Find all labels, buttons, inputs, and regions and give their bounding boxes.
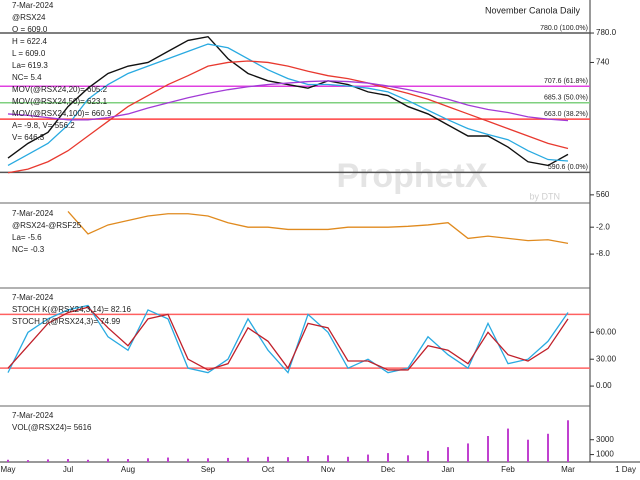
legend-info: NC= -0.3 — [12, 245, 45, 254]
bar — [467, 443, 469, 462]
level-label: 780.0 (100.0%) — [540, 25, 588, 32]
legend-entry: MOV(@RSX24,20)= 605.2 — [12, 85, 108, 94]
watermark: ProphetX — [336, 157, 487, 195]
series-line — [7, 35, 569, 167]
bar — [147, 458, 149, 462]
bar — [547, 433, 549, 462]
bar — [507, 428, 509, 462]
series-line — [7, 80, 569, 122]
legend-entry: MOV(@RSX24,100)= 660.9 — [12, 109, 112, 118]
bar — [227, 457, 229, 462]
legend-entry: MOV(@RSX24,50)= 623.1 — [12, 97, 108, 106]
bar — [207, 458, 209, 462]
legend-info: La= 619.3 — [12, 61, 48, 70]
bar — [447, 447, 449, 462]
series-line — [7, 43, 569, 166]
legend-date: 7-Mar-2024 — [12, 209, 54, 218]
x-tick-label: Sep — [201, 465, 216, 474]
bar — [387, 453, 389, 462]
legend-info: L = 609.0 — [12, 49, 46, 58]
legend-info: H = 622.4 — [12, 37, 47, 46]
legend-info: La= -5.6 — [12, 233, 42, 242]
x-tick-label: Oct — [262, 465, 275, 474]
bar — [287, 457, 289, 462]
level-label: 663.0 (38.2%) — [544, 111, 588, 118]
y-tick-label: 30.00 — [596, 354, 617, 363]
x-tick-label: Mar — [561, 465, 575, 474]
y-tick-label: 780.0 — [596, 28, 617, 37]
bar — [247, 457, 249, 462]
x-tick-label: May — [0, 465, 15, 474]
legend-note: A= -9.8, V= 556.2 — [12, 121, 75, 130]
y-tick-label: 560 — [596, 190, 610, 199]
legend-entry: @RSX24 — [12, 13, 46, 22]
bar — [47, 459, 49, 462]
legend-entry: STOCH K(@RSX24,3,14)= 82.16 — [12, 305, 131, 314]
x-tick-label: Aug — [121, 465, 135, 474]
bar — [367, 454, 369, 462]
series-line — [7, 60, 569, 174]
y-tick-label: 740 — [596, 58, 610, 67]
bar — [7, 459, 9, 462]
y-tick-label: -8.0 — [596, 249, 610, 258]
x-tick-label: Jul — [63, 465, 73, 474]
legend-date: 7-Mar-2024 — [12, 411, 54, 420]
x-tick-label: Nov — [321, 465, 335, 474]
y-tick-label: 1000 — [596, 450, 614, 459]
legend-info: O = 609.0 — [12, 25, 48, 34]
series-line — [7, 306, 569, 371]
legend-note: V= 646.3 — [12, 133, 45, 142]
bar — [187, 458, 189, 462]
legend-date: 7-Mar-2024 — [12, 1, 54, 10]
bar — [487, 436, 489, 462]
legend-entry: @RSX24-@RSF25 — [12, 221, 82, 230]
level-label: 590.6 (0.0%) — [548, 164, 588, 171]
bar — [567, 420, 569, 462]
series-line — [67, 211, 569, 244]
x-tick-label: Feb — [501, 465, 515, 474]
chart-title: November Canola Daily — [485, 5, 581, 15]
bar — [527, 439, 529, 462]
watermark-sub: by DTN — [529, 191, 560, 201]
y-tick-label: -2.0 — [596, 222, 610, 231]
legend-entry: VOL(@RSX24)= 5616 — [12, 423, 92, 432]
x-tick-label: Dec — [381, 465, 395, 474]
bar — [87, 459, 89, 462]
bar — [307, 456, 309, 462]
bar — [427, 450, 429, 462]
x-tick-label: Jan — [442, 465, 455, 474]
bar — [347, 456, 349, 462]
bar — [67, 459, 69, 462]
bar — [167, 457, 169, 462]
timeframe: 1 Day — [615, 465, 636, 474]
level-label: 707.6 (61.8%) — [544, 78, 588, 85]
bar — [127, 459, 129, 462]
legend-date: 7-Mar-2024 — [12, 293, 54, 302]
y-tick-label: 3000 — [596, 435, 614, 444]
y-tick-label: 60.00 — [596, 327, 617, 336]
bar — [267, 456, 269, 462]
bar — [107, 458, 109, 462]
legend-entry: STOCH D(@RSX24,3)= 74.99 — [12, 317, 121, 326]
bar — [327, 455, 329, 462]
bar — [407, 455, 409, 462]
bar — [27, 460, 29, 462]
y-tick-label: 0.00 — [596, 381, 612, 390]
legend-info: NC= 5.4 — [12, 73, 42, 82]
level-label: 685.3 (50.0%) — [544, 95, 588, 102]
